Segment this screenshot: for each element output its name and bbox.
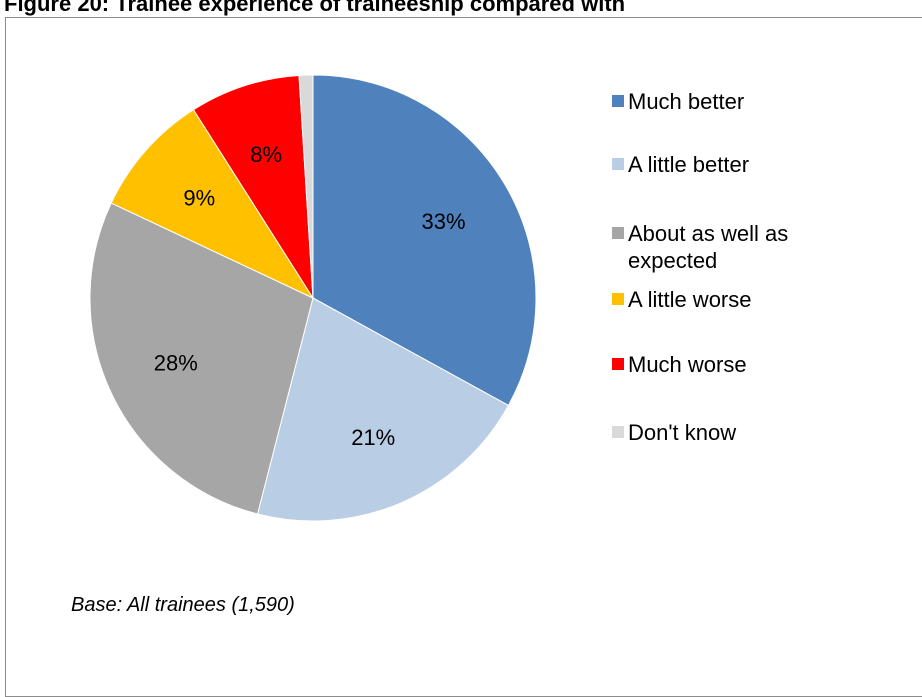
data-label-a-little-worse: 9% (183, 186, 215, 211)
chart-title: Figure 20: Trainee experience of trainee… (4, 0, 626, 16)
base-note: Base: All trainees (1,590) (71, 594, 295, 616)
legend-label-dont-know: Don't know (628, 420, 736, 445)
pie-chart: 33% 21% 28% 9% 8% Much better A little better A… (89, 74, 788, 522)
legend-swatch-much-worse (612, 358, 624, 370)
data-label-about-as-expected: 28% (154, 351, 198, 376)
pie-slice-dont-know (298, 74, 314, 299)
pie-slice-much-worse (192, 74, 314, 299)
pie-slice-a-little-worse (110, 109, 315, 300)
legend-swatch-about-as-expected (612, 227, 624, 239)
legend-label-a-little-better: A little better (628, 152, 749, 177)
legend-label-about-as-expected: About as well as expected (628, 221, 788, 273)
data-label-much-better: 33% (421, 209, 465, 234)
legend-swatch-a-little-better (612, 158, 624, 170)
legend-label-much-better: Much better (628, 89, 744, 114)
legend-label-much-worse: Much worse (628, 352, 747, 377)
data-label-a-little-better: 21% (351, 425, 395, 450)
legend-swatch-dont-know (612, 426, 624, 438)
data-label-much-worse: 8% (250, 142, 282, 167)
pie-slice-much-better (312, 74, 537, 407)
pie-slice-a-little-better (256, 297, 510, 522)
pie-slice-about-as-expected (89, 202, 314, 515)
legend-swatch-a-little-worse (612, 293, 624, 305)
legend-swatch-much-better (612, 95, 624, 107)
legend-label-a-little-worse: A little worse (628, 287, 752, 312)
